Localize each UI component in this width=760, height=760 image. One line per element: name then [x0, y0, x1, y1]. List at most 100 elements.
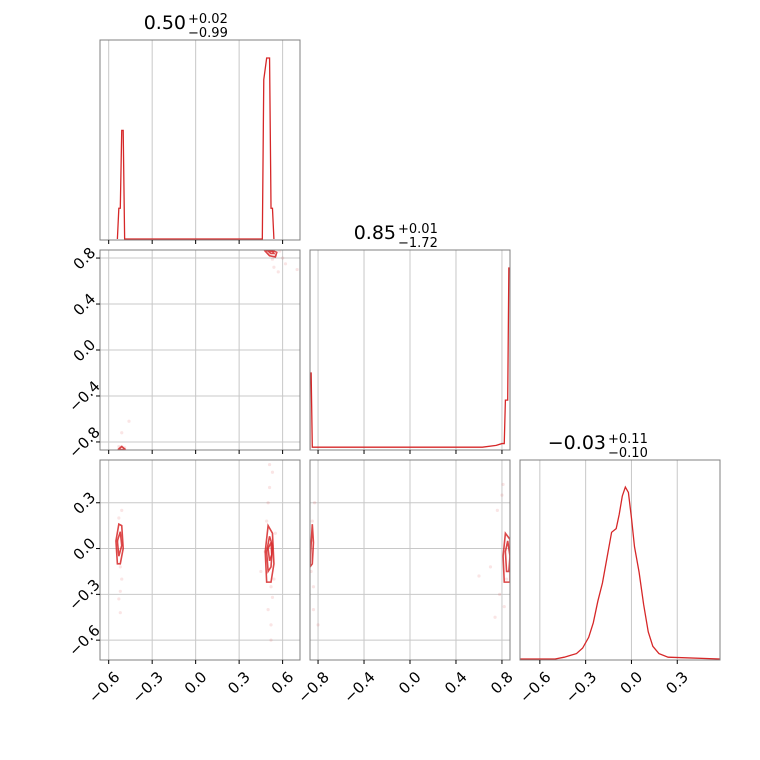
panel-title-minus: −1.72 — [398, 236, 438, 251]
panel-frame-2-0 — [99, 459, 301, 661]
sample-point — [267, 485, 272, 490]
density-contour — [265, 250, 276, 255]
x-tick-label: 0.6 — [268, 668, 298, 698]
x-tick-label: 0.8 — [487, 668, 517, 698]
sample-point — [498, 592, 502, 596]
sample-point — [270, 595, 275, 600]
panel-title-value: −0.03 — [548, 432, 606, 454]
x-tick-label: 0.0 — [617, 668, 647, 698]
sample-point — [266, 501, 270, 505]
sample-point — [488, 565, 493, 569]
sample-point — [311, 608, 316, 612]
panel-grid-2-0 — [100, 460, 300, 660]
sample-point — [267, 462, 272, 467]
x-tick-label: −0.8 — [294, 668, 332, 706]
x-tick-label: 0.3 — [662, 668, 692, 698]
density-contour — [502, 531, 510, 583]
density-contour — [265, 536, 274, 574]
sample-point — [310, 569, 313, 574]
sample-point — [117, 516, 121, 520]
panel-title-minus: −0.99 — [188, 26, 228, 41]
panel-frame-0-0 — [99, 39, 301, 241]
panel-title-value: 0.50 — [144, 12, 186, 34]
sample-point — [501, 482, 505, 487]
sample-point — [502, 604, 506, 609]
sample-point — [281, 256, 285, 260]
x-tick-label: 0.4 — [441, 668, 471, 698]
x-tick-label: −0.3 — [128, 668, 166, 706]
sample-point — [269, 623, 273, 627]
density-contour — [116, 531, 123, 557]
y-tick-label: 0.0 — [70, 336, 100, 366]
density-contour — [310, 524, 315, 569]
y-tick-label: 0.0 — [70, 534, 100, 564]
axis-ticks: −0.8−0.40.00.40.8−0.6 −0.3 0.0 0.3 0.6−0.6−0… — [65, 240, 692, 707]
density-contour — [115, 522, 124, 565]
sample-point — [278, 250, 282, 253]
sample-point — [272, 577, 276, 581]
x-tick-label: −0.3 — [562, 668, 600, 706]
x-tick-label: 0.3 — [224, 668, 254, 698]
data-marks — [115, 57, 720, 660]
sample-point — [310, 519, 314, 523]
sample-point — [265, 519, 269, 523]
sample-point — [504, 577, 509, 581]
sample-point — [295, 267, 299, 272]
panel-title-minus: −0.10 — [608, 446, 648, 461]
panel-grid-2-2 — [539, 460, 678, 660]
sample-point — [118, 565, 122, 569]
histogram-line-0 — [116, 57, 275, 240]
sample-point — [259, 569, 263, 574]
sample-point — [266, 608, 270, 612]
panel-title-value: 0.85 — [354, 222, 396, 244]
histogram-line-2 — [520, 485, 720, 660]
panel-title-plus: +0.11 — [608, 432, 648, 447]
pair-2-0 — [115, 462, 277, 642]
y-tick-label: 0.4 — [70, 290, 100, 320]
sample-point — [273, 531, 277, 535]
x-tick-label: −0.4 — [340, 668, 378, 706]
panel-grid-1-0 — [100, 250, 300, 450]
grid-lines — [100, 40, 678, 660]
sample-point — [120, 508, 124, 512]
sample-point — [118, 589, 122, 593]
sample-point — [500, 493, 504, 497]
sample-point — [127, 419, 131, 423]
sample-point — [276, 270, 280, 274]
histogram-line-1 — [310, 267, 510, 449]
pair-2-1 — [310, 482, 510, 627]
panel-titles: 0.50 +0.02−0.99 0.85 +0.01−1.72 −0.03 +0.11−0… — [144, 12, 648, 461]
sample-point — [270, 470, 275, 474]
sample-point — [120, 577, 124, 581]
y-tick-label: 0.8 — [70, 244, 100, 274]
density-contour — [267, 542, 273, 562]
sample-point — [312, 501, 317, 505]
density-contour — [504, 540, 510, 573]
panel-grid-0-0 — [108, 40, 284, 240]
density-contour — [264, 523, 275, 583]
x-tick-label: 0.0 — [181, 668, 211, 698]
sample-point — [272, 265, 276, 269]
sample-point — [269, 638, 273, 642]
sample-point — [118, 611, 122, 615]
sample-point — [283, 262, 288, 266]
sample-point — [311, 585, 316, 589]
panel-frame-2-2 — [519, 459, 721, 661]
sample-point — [493, 615, 497, 619]
x-tick-label: 0.0 — [395, 668, 425, 698]
x-tick-label: −0.6 — [85, 668, 123, 706]
sample-point — [270, 257, 275, 261]
panel-grid-1-1 — [317, 250, 503, 450]
y-tick-label: 0.3 — [70, 488, 100, 518]
panel-title-plus: +0.01 — [398, 222, 438, 237]
sample-point — [120, 431, 124, 435]
sample-point — [269, 585, 273, 589]
panel-title-plus: +0.02 — [188, 12, 228, 27]
sample-point — [495, 508, 499, 512]
x-tick-label: −0.6 — [516, 668, 554, 706]
sample-point — [477, 574, 481, 578]
sample-point — [316, 623, 320, 627]
sample-point — [117, 597, 121, 601]
panel-grid-2-1 — [310, 460, 510, 660]
